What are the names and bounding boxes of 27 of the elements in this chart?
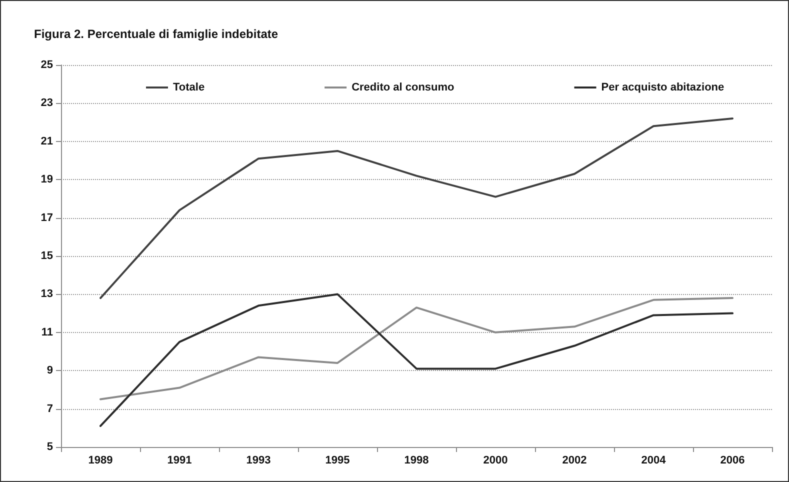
y-tick-label: 13: [40, 288, 53, 300]
y-tick-label: 15: [40, 250, 53, 262]
chart-title: Figura 2. Percentuale di famiglie indebitate: [34, 27, 278, 41]
line-series: [100, 297, 734, 400]
legend-label: Per acquisto abitazione: [601, 82, 724, 94]
y-tick-label: 17: [40, 212, 53, 224]
x-tick-label: 1998: [404, 454, 429, 466]
x-tick-label: 2002: [562, 454, 587, 466]
x-tick-label: 2006: [720, 454, 745, 466]
x-tick-label: 1991: [167, 454, 192, 466]
y-tick-label: 19: [40, 174, 53, 186]
legend-label: Credito al consumo: [352, 82, 455, 94]
x-tick-label: 1995: [325, 454, 350, 466]
line-series: [100, 293, 734, 427]
y-tick-label: 21: [40, 135, 53, 148]
y-tick-label: 25: [40, 59, 53, 71]
x-tick-label: 2004: [641, 454, 667, 466]
x-tick-label: 2000: [483, 454, 508, 466]
y-tick-label: 23: [40, 97, 53, 110]
line-series: [100, 117, 734, 300]
y-tick-label: 11: [41, 326, 53, 338]
legend-label: Totale: [173, 82, 205, 94]
y-tick-label: 5: [46, 441, 53, 453]
x-tick-label: 1993: [246, 454, 271, 466]
y-tick-label: 7: [46, 402, 53, 415]
y-tick-label: 9: [46, 364, 53, 377]
x-tick-label: 1989: [88, 454, 113, 466]
